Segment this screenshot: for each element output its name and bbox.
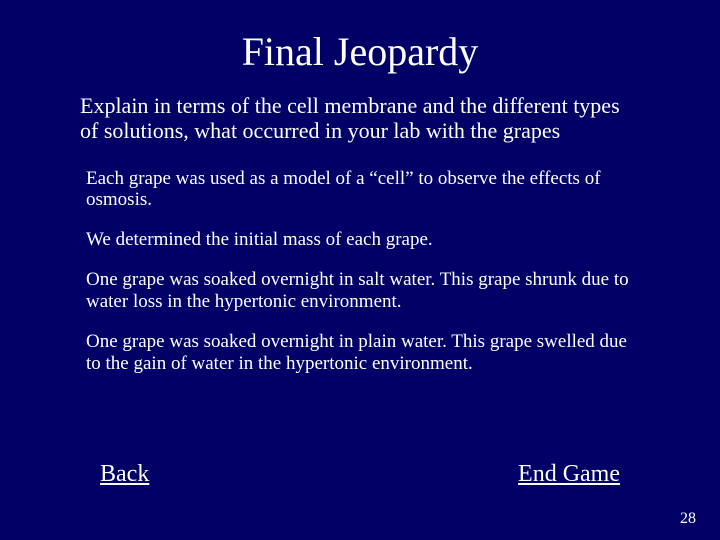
end-game-link[interactable]: End Game [518,461,620,488]
question-text: Explain in terms of the cell membrane an… [0,93,720,144]
nav-bar: Back End Game [0,461,720,488]
answer-paragraph: One grape was soaked overnight in salt w… [86,269,634,313]
page-title: Final Jeopardy [0,0,720,93]
back-link[interactable]: Back [100,461,149,488]
slide: Final Jeopardy Explain in terms of the c… [0,0,720,540]
answer-paragraph: Each grape was used as a model of a “cel… [86,168,634,212]
answer-block: Each grape was used as a model of a “cel… [0,168,720,375]
page-number: 28 [680,510,696,528]
answer-paragraph: We determined the initial mass of each g… [86,229,634,251]
answer-paragraph: One grape was soaked overnight in plain … [86,331,634,375]
